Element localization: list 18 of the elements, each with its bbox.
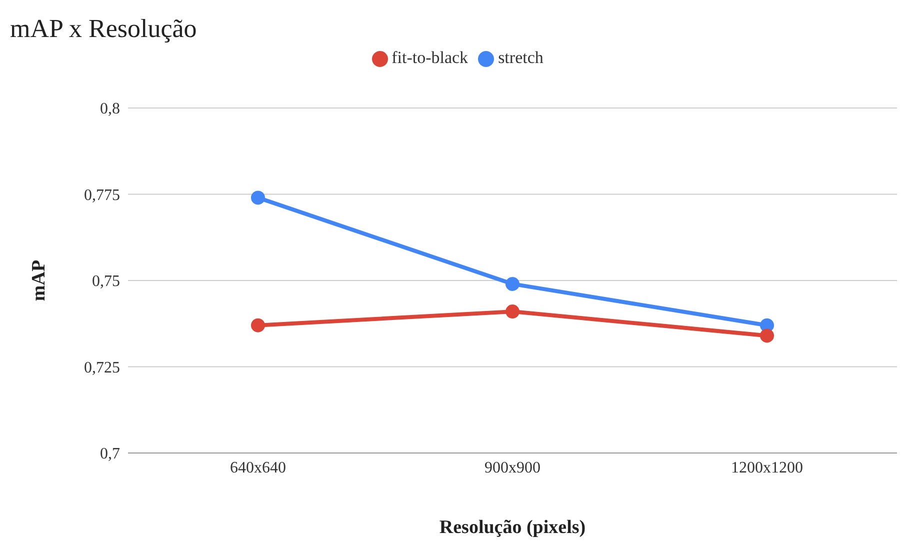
x-axis-title: Resolução (pixels): [439, 517, 586, 538]
point: [251, 190, 265, 205]
point: [506, 276, 520, 291]
point: [251, 318, 265, 332]
chart-title: mAP x Resolução: [9, 13, 198, 45]
x-tick-label: 1200x1200: [731, 459, 803, 476]
legend-label: stretch: [498, 48, 544, 67]
legend-label: fit-to-black: [392, 48, 468, 67]
y-tick-label: 0,7: [100, 446, 120, 463]
y-tick-label: 0,775: [84, 186, 120, 204]
y-axis-title: mAP: [28, 260, 50, 302]
y-tick-label: 0,75: [92, 273, 120, 290]
point: [760, 328, 774, 343]
y-tick-label: 0,725: [84, 359, 120, 376]
x-tick-label: 900x900: [484, 459, 540, 476]
x-tick-label: 640x640: [230, 459, 286, 476]
point: [506, 304, 520, 319]
y-tick-label: 0,8: [100, 100, 120, 118]
